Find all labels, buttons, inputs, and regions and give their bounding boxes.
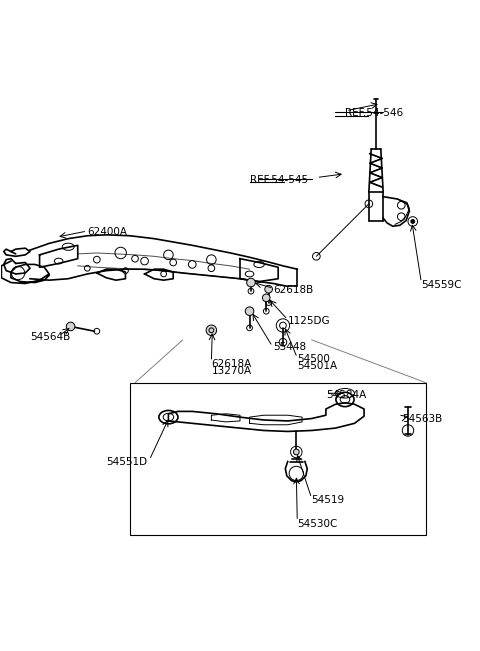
Circle shape [66,322,75,331]
Text: 54500: 54500 [297,354,330,364]
Text: 62400A: 62400A [87,227,127,238]
Text: 54519: 54519 [312,495,345,505]
Text: 54564B: 54564B [30,333,70,342]
Text: 55448: 55448 [274,342,307,352]
Text: 13270A: 13270A [211,366,252,376]
Bar [130,383,426,536]
Circle shape [293,449,299,455]
Circle shape [247,278,255,287]
Text: 62618B: 62618B [274,284,313,295]
Text: 54584A: 54584A [326,390,366,400]
Text: 54530C: 54530C [297,519,337,529]
Circle shape [263,294,270,301]
Text: REF.54-545: REF.54-545 [250,175,308,185]
Text: REF.54-546: REF.54-546 [345,108,403,118]
Circle shape [411,219,415,223]
Text: 54559C: 54559C [421,280,462,290]
Text: 54501A: 54501A [297,361,337,371]
Circle shape [206,325,216,335]
Text: 1125DG: 1125DG [288,316,330,326]
Text: 54563B: 54563B [402,413,443,424]
Text: 62618A: 62618A [211,359,252,368]
Circle shape [245,307,254,316]
Text: 54551D: 54551D [107,456,147,467]
Circle shape [265,285,273,293]
